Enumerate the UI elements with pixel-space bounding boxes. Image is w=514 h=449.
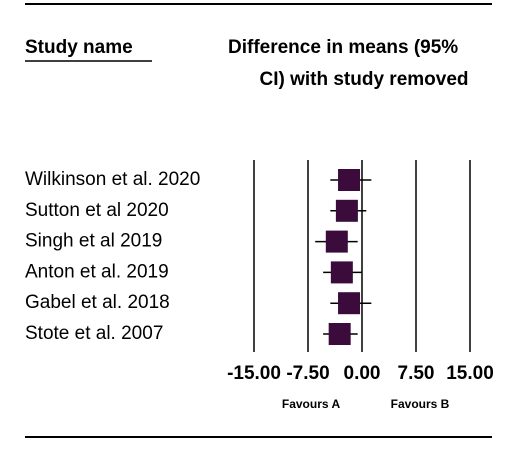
header-effect-2: CI) with study removed [259, 69, 468, 90]
x-tick-label: 15.00 [446, 363, 494, 384]
study-label: Wilkinson et al. 2020 [25, 169, 200, 190]
study-label: Stote et al. 2007 [25, 323, 163, 344]
study-label: Singh et al 2019 [25, 231, 162, 252]
study-label: Gabel et al. 2018 [25, 292, 170, 313]
favours-b: Favours B [391, 397, 450, 411]
effect-box [338, 292, 361, 315]
x-tick-label: 7.50 [398, 363, 435, 384]
effect-box [338, 169, 361, 191]
effect-box [328, 323, 351, 345]
header-effect: Difference in means (95% [228, 37, 458, 58]
effect-box [325, 230, 348, 253]
x-tick-label: -7.50 [286, 363, 329, 384]
x-tick-label: -15.00 [227, 363, 281, 384]
favours-a: Favours A [282, 397, 341, 411]
header-study: Study name [25, 37, 133, 58]
effect-box [330, 261, 353, 284]
effect-box [335, 199, 358, 222]
study-label: Sutton et al 2020 [25, 200, 169, 221]
x-tick-label: 0.00 [344, 363, 381, 384]
study-label: Anton et al. 2019 [25, 261, 169, 282]
